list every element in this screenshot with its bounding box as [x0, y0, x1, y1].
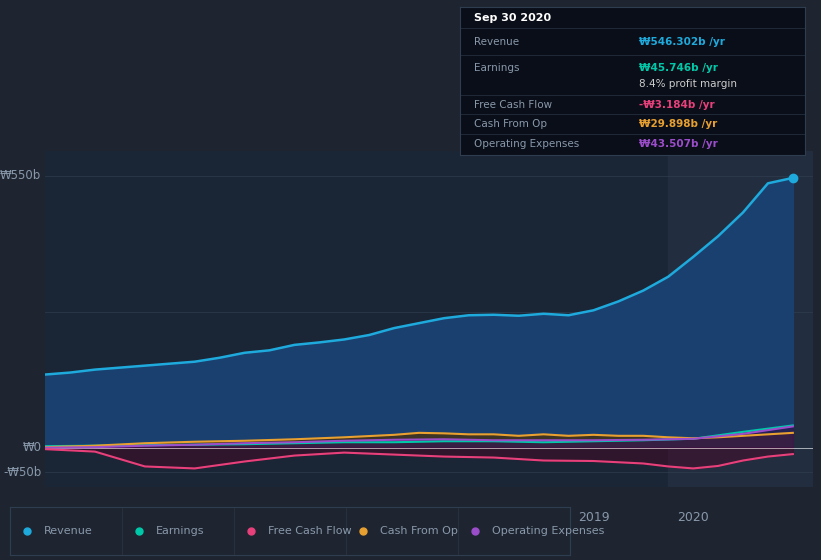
Text: Cash From Op: Cash From Op	[379, 526, 457, 536]
Text: 8.4% profit margin: 8.4% profit margin	[640, 79, 737, 89]
Text: Cash From Op: Cash From Op	[474, 119, 547, 129]
Text: ₩0: ₩0	[22, 441, 41, 454]
Text: Revenue: Revenue	[474, 37, 519, 47]
Text: 2020: 2020	[677, 511, 709, 524]
Bar	[668, 151, 813, 487]
Text: 2016: 2016	[278, 511, 310, 524]
Text: Operating Expenses: Operating Expenses	[474, 139, 579, 149]
Text: 2018: 2018	[478, 511, 510, 524]
Text: 2019: 2019	[578, 511, 609, 524]
Text: ₩550b: ₩550b	[0, 170, 41, 183]
Text: Free Cash Flow: Free Cash Flow	[268, 526, 351, 536]
Text: ₩546.302b /yr: ₩546.302b /yr	[640, 37, 725, 47]
Text: ₩29.898b /yr: ₩29.898b /yr	[640, 119, 718, 129]
Text: -₩3.184b /yr: -₩3.184b /yr	[640, 100, 715, 110]
Text: 2017: 2017	[378, 511, 410, 524]
Text: 2015: 2015	[179, 511, 210, 524]
Text: Sep 30 2020: Sep 30 2020	[474, 13, 551, 23]
Text: Earnings: Earnings	[474, 63, 520, 73]
Text: Earnings: Earnings	[156, 526, 204, 536]
Text: Revenue: Revenue	[44, 526, 92, 536]
Text: ₩43.507b /yr: ₩43.507b /yr	[640, 139, 718, 149]
Text: Operating Expenses: Operating Expenses	[492, 526, 604, 536]
Text: Free Cash Flow: Free Cash Flow	[474, 100, 552, 110]
Text: -₩50b: -₩50b	[3, 466, 41, 479]
Text: ₩45.746b /yr: ₩45.746b /yr	[640, 63, 718, 73]
